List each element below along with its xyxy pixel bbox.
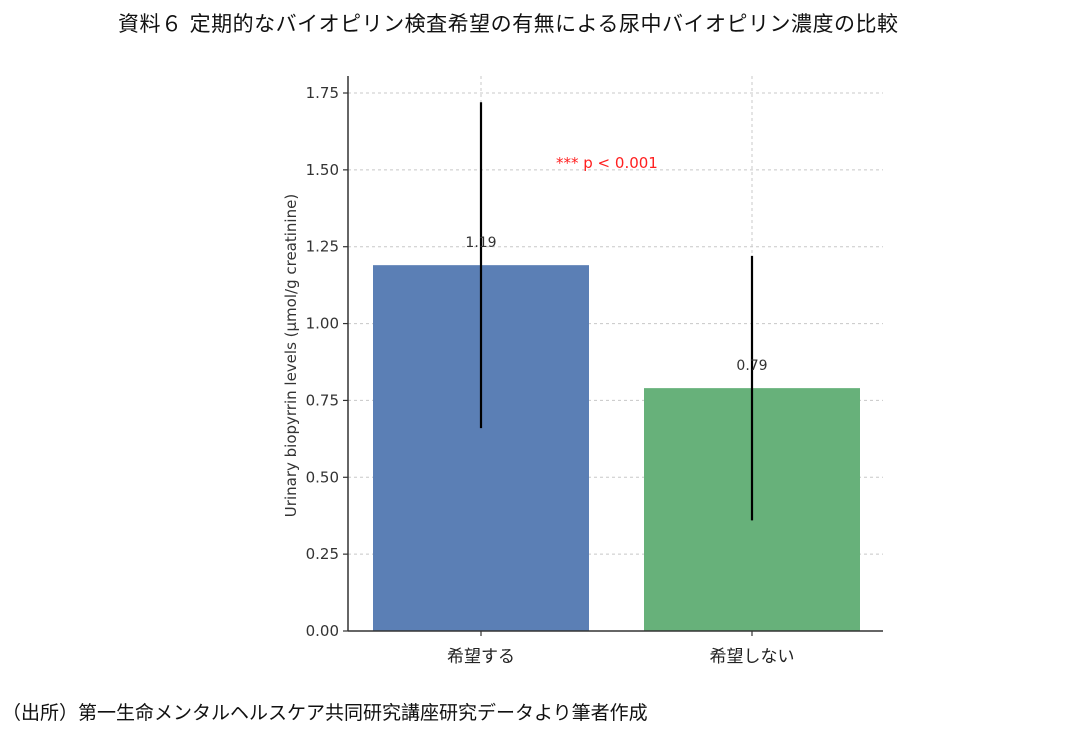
y-tick-label: 1.50 <box>306 161 339 179</box>
y-tick-label: 1.75 <box>306 84 339 102</box>
error-bars <box>479 102 754 521</box>
y-tick-label: 1.00 <box>306 315 339 333</box>
y-tick-label: 1.25 <box>306 238 339 256</box>
source-note: （出所）第一生命メンタルヘルスケア共同研究講座研究データより筆者作成 <box>2 702 648 724</box>
value-label: 0.79 <box>736 358 767 374</box>
value-label: 1.19 <box>465 235 496 251</box>
y-tick-label: 0.50 <box>306 468 339 486</box>
figure-title: 資料６ 定期的なバイオピリン検査希望の有無による尿中バイオピリン濃度の比較 <box>118 12 899 36</box>
y-tick-label: 0.00 <box>306 622 339 640</box>
x-category-label: 希望しない <box>710 647 795 667</box>
x-category-label: 希望する <box>447 647 515 667</box>
labels: 0.00 0.25 0.50 0.75 1.00 1.25 1.50 1.75 1.19 希望する… <box>282 84 795 667</box>
bars <box>373 265 860 631</box>
y-tick-label: 0.25 <box>306 545 339 563</box>
significance-annotation: *** p < 0.001 <box>556 154 658 172</box>
y-axis-label: Urinary biopyrrin levels (μmol/g creatin… <box>282 194 300 517</box>
y-tick-label: 0.75 <box>306 391 339 409</box>
axes <box>343 76 883 636</box>
